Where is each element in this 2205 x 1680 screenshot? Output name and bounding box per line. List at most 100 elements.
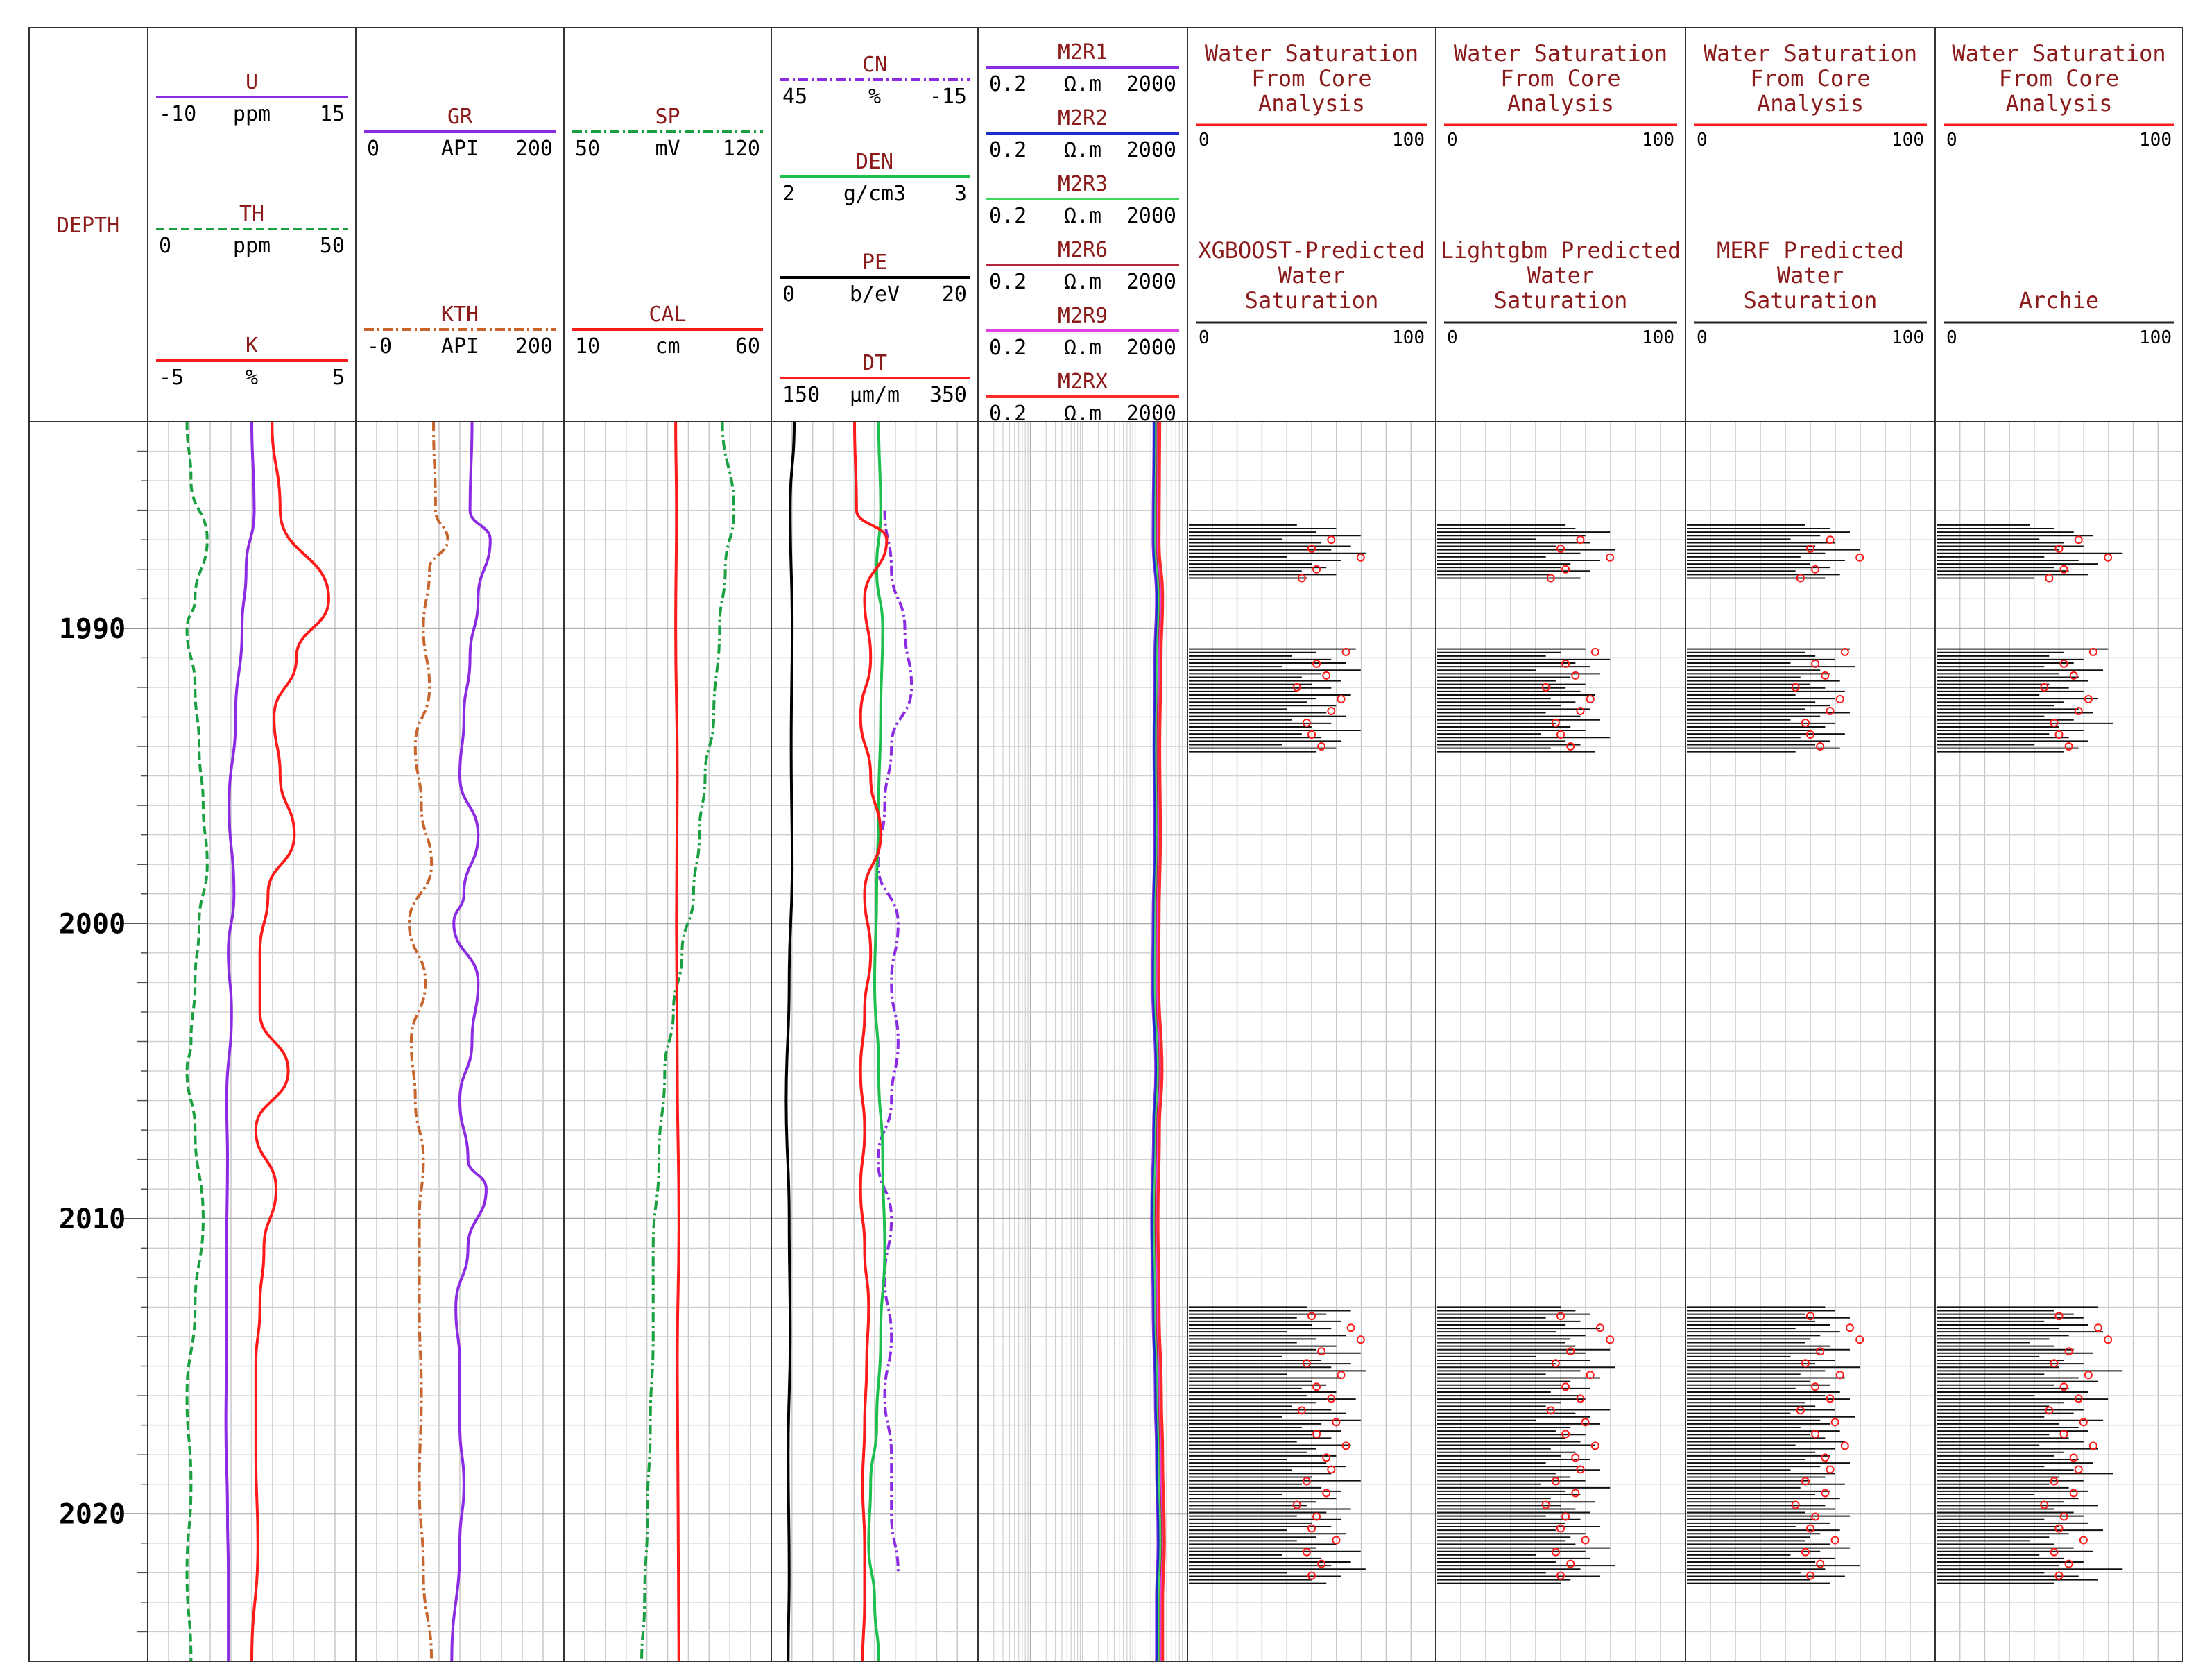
core-sample-point — [1307, 544, 1316, 553]
core-sample-point — [2054, 1571, 2064, 1580]
core-sample-point — [1561, 1382, 1570, 1391]
scale-min: 2 — [782, 182, 795, 206]
scale-min: 0.2 — [989, 138, 1027, 162]
curve-cn — [876, 510, 913, 1573]
scale-min: 150 — [782, 383, 820, 407]
core-sample-point — [2045, 574, 2054, 583]
core-sample-point — [1855, 1335, 1864, 1344]
scale-max: 2000 — [1126, 270, 1176, 294]
core-sample-point — [1801, 718, 1810, 727]
core-header-line: Water Saturation — [1454, 40, 1667, 67]
pred-header-line: Saturation — [1744, 287, 1878, 314]
scale-unit: API — [441, 334, 479, 359]
core-sample-point — [1811, 659, 1820, 668]
scale-max: 200 — [515, 334, 553, 359]
scale-unit: Ω.m — [1064, 402, 1101, 426]
depth-value-label: 2010 — [59, 1203, 126, 1235]
scale-max: 2000 — [1126, 204, 1176, 228]
track-header-t3: SP 50 mV 120 CAL 10 cm 60 — [572, 105, 763, 359]
core-sample-point — [1821, 671, 1830, 680]
track-header-t4: CN 45% -15 DEN 2 g/cm3 3 PE 0 b/eV 20 DT 150 μm/m 350 — [780, 53, 970, 407]
core-sample-point — [1302, 1359, 1311, 1368]
curve-sp — [640, 421, 736, 1662]
scale-max: 200 — [515, 137, 553, 161]
grid — [120, 421, 2183, 1662]
core-sample-point — [1840, 1441, 1849, 1450]
core-sample-point — [1312, 565, 1321, 574]
saturation-t7 — [1437, 524, 1615, 1584]
core-sample-point — [1791, 683, 1800, 692]
curve-k — [250, 421, 330, 1662]
track-header-t5: M2R1 0.2 Ω.m 2000 M2R2 0.2 Ω.m 2000 M2R3 0.2 Ω.m 20… — [986, 40, 1179, 426]
core-sample-point — [2059, 1512, 2068, 1521]
core-sample-point — [1606, 553, 1615, 562]
core-sample-point — [1826, 706, 1835, 715]
scale-min: 10 — [575, 334, 600, 359]
core-sample-point — [1356, 1335, 1365, 1344]
core-sample-point — [1845, 1323, 1854, 1332]
core-sample-point — [1332, 1536, 1341, 1545]
core-sample-point — [2040, 683, 2049, 692]
core-sample-point — [1571, 1453, 1580, 1462]
scale-min: 0 — [1199, 130, 1210, 151]
core-sample-point — [1796, 574, 1805, 583]
scale-min: 0 — [1946, 327, 1957, 348]
core-sample-point — [1317, 742, 1326, 751]
core-sample-point — [1606, 1335, 1615, 1344]
core-sample-point — [2088, 1441, 2097, 1450]
core-sample-point — [1302, 718, 1311, 727]
core-header-line: Analysis — [1757, 90, 1864, 117]
curve-u — [224, 421, 256, 1661]
core-sample-point — [1811, 1430, 1820, 1439]
core-sample-point — [1541, 683, 1550, 692]
core-sample-point — [2074, 535, 2083, 545]
curve-name: CN — [862, 53, 887, 77]
scale-unit: Ω.m — [1064, 72, 1101, 96]
scale-max: 100 — [1642, 130, 1674, 151]
core-sample-point — [2069, 1453, 2078, 1462]
core-sample-point — [1801, 1359, 1810, 1368]
pred-header-line: Water — [1527, 262, 1594, 289]
scale-unit: API — [441, 137, 479, 161]
curve-m2rx — [1156, 421, 1166, 1661]
core-sample-point — [1327, 706, 1336, 715]
core-sample-point — [1566, 742, 1575, 751]
scale-min: 0 — [159, 234, 171, 258]
core-sample-point — [2084, 1371, 2093, 1380]
core-sample-point — [1541, 1500, 1550, 1509]
curve-dt — [853, 421, 889, 1662]
core-sample-point — [1821, 1453, 1830, 1462]
curve-den — [867, 421, 886, 1662]
scale-max: 5 — [332, 366, 345, 390]
scale-unit: % — [868, 85, 881, 109]
core-sample-point — [1821, 1489, 1830, 1498]
scale-min: 0 — [1946, 130, 1957, 151]
curve-name: CAL — [649, 302, 686, 327]
core-sample-point — [1302, 1477, 1311, 1486]
core-sample-point — [1855, 553, 1864, 562]
scale-max: 3 — [954, 182, 967, 206]
core-sample-point — [1356, 553, 1365, 562]
core-sample-point — [1292, 683, 1301, 692]
curve-m2r3 — [1153, 421, 1162, 1661]
core-sample-point — [2074, 1465, 2083, 1474]
core-sample-point — [2059, 659, 2068, 668]
curve-name: DT — [862, 351, 887, 375]
core-sample-point — [1307, 1524, 1316, 1533]
core-sample-point — [1561, 1512, 1570, 1521]
core-header-line: Analysis — [1258, 90, 1365, 117]
scale-min: 0.2 — [989, 402, 1027, 426]
core-sample-point — [1801, 1477, 1810, 1486]
core-sample-point — [1806, 1524, 1814, 1533]
scale-max: 20 — [942, 282, 967, 307]
core-header-line: Water Saturation — [1704, 40, 1917, 67]
curve-name: PE — [862, 250, 887, 275]
core-sample-point — [1816, 1347, 1825, 1356]
core-header-line: From Core — [1999, 65, 2119, 92]
core-sample-point — [1327, 535, 1336, 545]
core-sample-point — [1806, 1312, 1814, 1321]
scale-unit: b/eV — [850, 282, 900, 307]
scale-min: 0.2 — [989, 270, 1027, 294]
scale-max: 2000 — [1126, 336, 1176, 360]
core-sample-point — [1576, 1394, 1585, 1403]
